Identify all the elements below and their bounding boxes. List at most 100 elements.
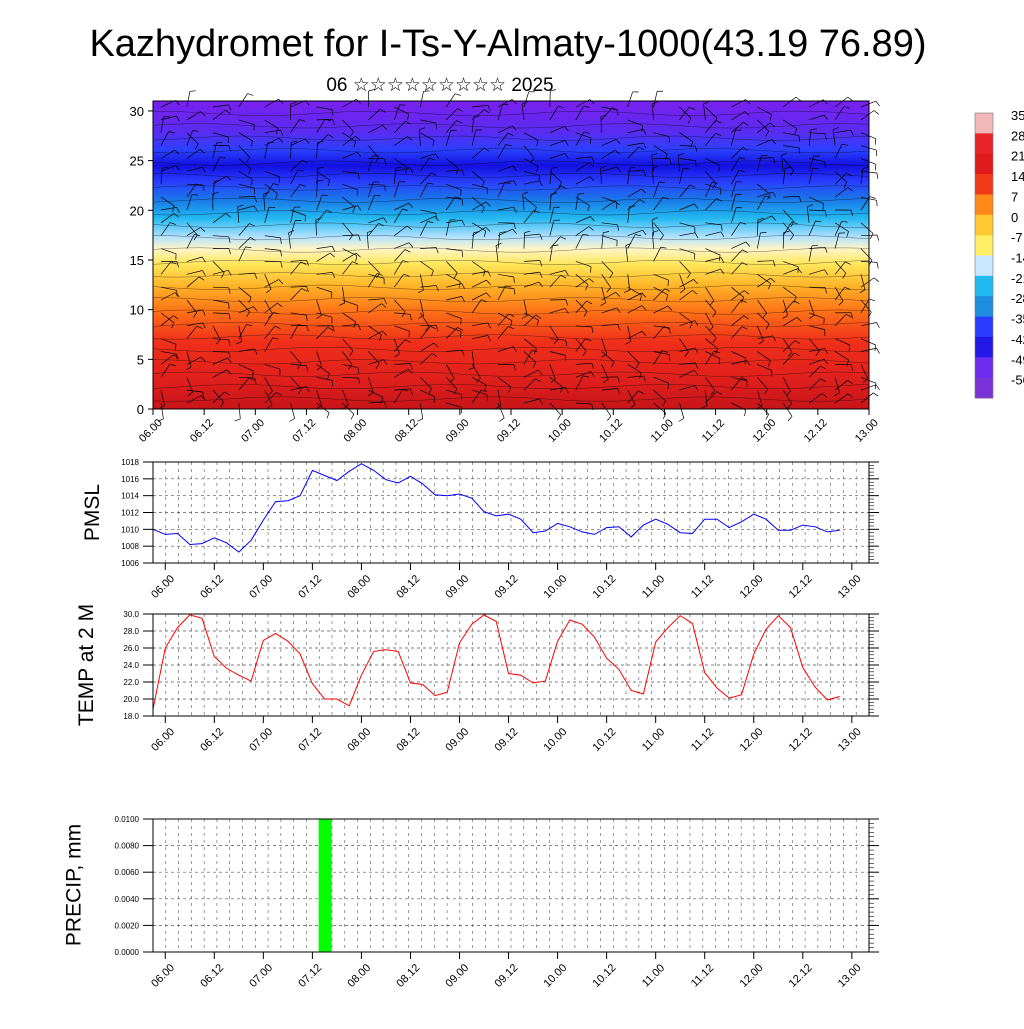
- y-tick-label: 28.0: [123, 627, 139, 636]
- x-tick-label: 06.00: [149, 962, 177, 990]
- series-line: [153, 464, 840, 552]
- chart-title: Kazhydromet for I-Ts-Y-Almaty-1000(43.19…: [89, 23, 926, 65]
- section-x-tick-label: 09.12: [495, 417, 523, 445]
- colorbar-swatch: [975, 276, 993, 297]
- colorbar-swatch: [975, 256, 993, 277]
- y-tick-label: 20.0: [123, 695, 139, 704]
- section-x-tick-label: 06.00: [137, 417, 165, 445]
- colorbar-swatch: [975, 133, 993, 154]
- colorbar-label: 35: [1011, 108, 1024, 123]
- x-tick-label: 08.12: [394, 573, 422, 601]
- y-tick-label: 1006: [121, 559, 139, 568]
- section-x-tick-label: 10.12: [597, 417, 625, 445]
- wind-barb-flag: [558, 415, 561, 420]
- x-tick-label: 09.12: [492, 573, 520, 601]
- colorbar-label: 28: [1011, 128, 1024, 143]
- colorbar-swatch: [975, 337, 993, 358]
- colorbar-label: 14: [1011, 169, 1024, 184]
- wind-barb-flag: [877, 235, 879, 241]
- wind-barb-flag: [268, 142, 274, 143]
- colorbar-label: -7: [1011, 230, 1023, 245]
- x-tick-label: 11.12: [689, 962, 716, 989]
- x-tick-label: 13.00: [836, 962, 864, 990]
- wind-barb: [524, 233, 525, 249]
- wind-barb-flag: [190, 91, 196, 92]
- wind-barb-flag: [876, 385, 879, 390]
- x-tick-label: 06.12: [198, 962, 226, 990]
- x-tick-label: 06.00: [149, 573, 177, 601]
- wind-barb-flag: [877, 262, 878, 268]
- y-tick-label: 26.0: [123, 644, 139, 653]
- wind-barb-flag: [357, 305, 358, 311]
- x-tick-label: 11.00: [640, 962, 667, 989]
- section-y-tick-label: 5: [137, 352, 144, 367]
- x-tick-label: 12.00: [738, 726, 766, 754]
- wind-barb: [680, 146, 696, 147]
- x-tick-label: 08.12: [394, 962, 422, 990]
- x-tick-label: 11.12: [689, 726, 716, 753]
- wind-barb-flag: [848, 97, 853, 101]
- section-y-tick-label: 10: [130, 303, 144, 318]
- y-tick-label: 0.0040: [115, 895, 140, 904]
- x-tick-label: 08.00: [345, 573, 373, 601]
- x-tick-label: 08.12: [394, 726, 422, 754]
- wind-barb-flag: [607, 416, 611, 421]
- colorbar-label: -49: [1011, 352, 1024, 367]
- y-tick-label: 0.0100: [115, 815, 140, 824]
- y-tick-label: 18.0: [123, 712, 139, 721]
- section-y-tick-label: 15: [130, 253, 144, 268]
- x-tick-label: 09.00: [443, 573, 471, 601]
- x-tick-label: 06.00: [149, 726, 177, 754]
- section-y-tick-label: 25: [130, 154, 144, 169]
- x-tick-label: 06.12: [198, 573, 226, 601]
- y-tick-label: 0.0060: [115, 868, 140, 877]
- x-tick-label: 07.00: [247, 573, 275, 601]
- x-tick-label: 09.00: [443, 962, 471, 990]
- wind-barb-flag: [760, 232, 766, 233]
- colorbar-label: -35: [1011, 312, 1024, 327]
- section-y-tick-label: 0: [137, 402, 144, 417]
- x-tick-label: 08.00: [345, 962, 373, 990]
- wind-barb-flag: [351, 414, 354, 419]
- y-tick-label: 1012: [121, 509, 139, 518]
- colorbar-label: -14: [1011, 251, 1024, 266]
- y-axis-title: PRECIP, mm: [63, 824, 86, 946]
- colorbar-swatch: [975, 215, 993, 236]
- wind-barb-flag: [500, 418, 505, 422]
- section-x-tick-label: 10.00: [546, 417, 574, 445]
- y-tick-label: 1010: [121, 525, 139, 534]
- wind-barb-flag: [618, 110, 619, 116]
- wind-barb-flag: [875, 164, 876, 170]
- y-axis-title: TEMP at 2 M: [75, 604, 98, 726]
- wind-barb-flag: [235, 419, 241, 421]
- wind-barb: [420, 325, 436, 326]
- x-tick-label: 11.00: [640, 573, 667, 600]
- wind-barb-flag: [875, 139, 876, 145]
- wind-barb-flag: [874, 111, 879, 115]
- x-tick-label: 09.12: [492, 962, 520, 990]
- colorbar-swatch: [975, 194, 993, 215]
- section-y-tick-label: 30: [130, 104, 144, 119]
- colorbar-label: -56: [1011, 373, 1024, 388]
- wind-barb-flag: [305, 216, 306, 222]
- x-tick-label: 09.12: [492, 726, 520, 754]
- x-tick-label: 07.00: [247, 726, 275, 754]
- section-x-tick-label: 07.12: [290, 417, 318, 445]
- x-tick-label: 12.00: [738, 962, 766, 990]
- y-tick-label: 1018: [121, 458, 139, 467]
- colorbar-swatch: [975, 113, 993, 134]
- colorbar-label: 21: [1011, 149, 1024, 164]
- x-tick-label: 11.00: [640, 726, 667, 753]
- x-tick-label: 10.12: [591, 573, 619, 601]
- section-x-tick-label: 08.00: [341, 417, 369, 445]
- x-tick-label: 06.12: [198, 726, 226, 754]
- wind-barb-flag: [176, 344, 177, 350]
- x-tick-label: 07.12: [296, 726, 324, 754]
- wind-barb-flag: [229, 303, 230, 309]
- x-tick-label: 07.12: [296, 573, 324, 601]
- precip-panel: 0.00000.00200.00400.00600.00800.010006.0…: [63, 815, 880, 990]
